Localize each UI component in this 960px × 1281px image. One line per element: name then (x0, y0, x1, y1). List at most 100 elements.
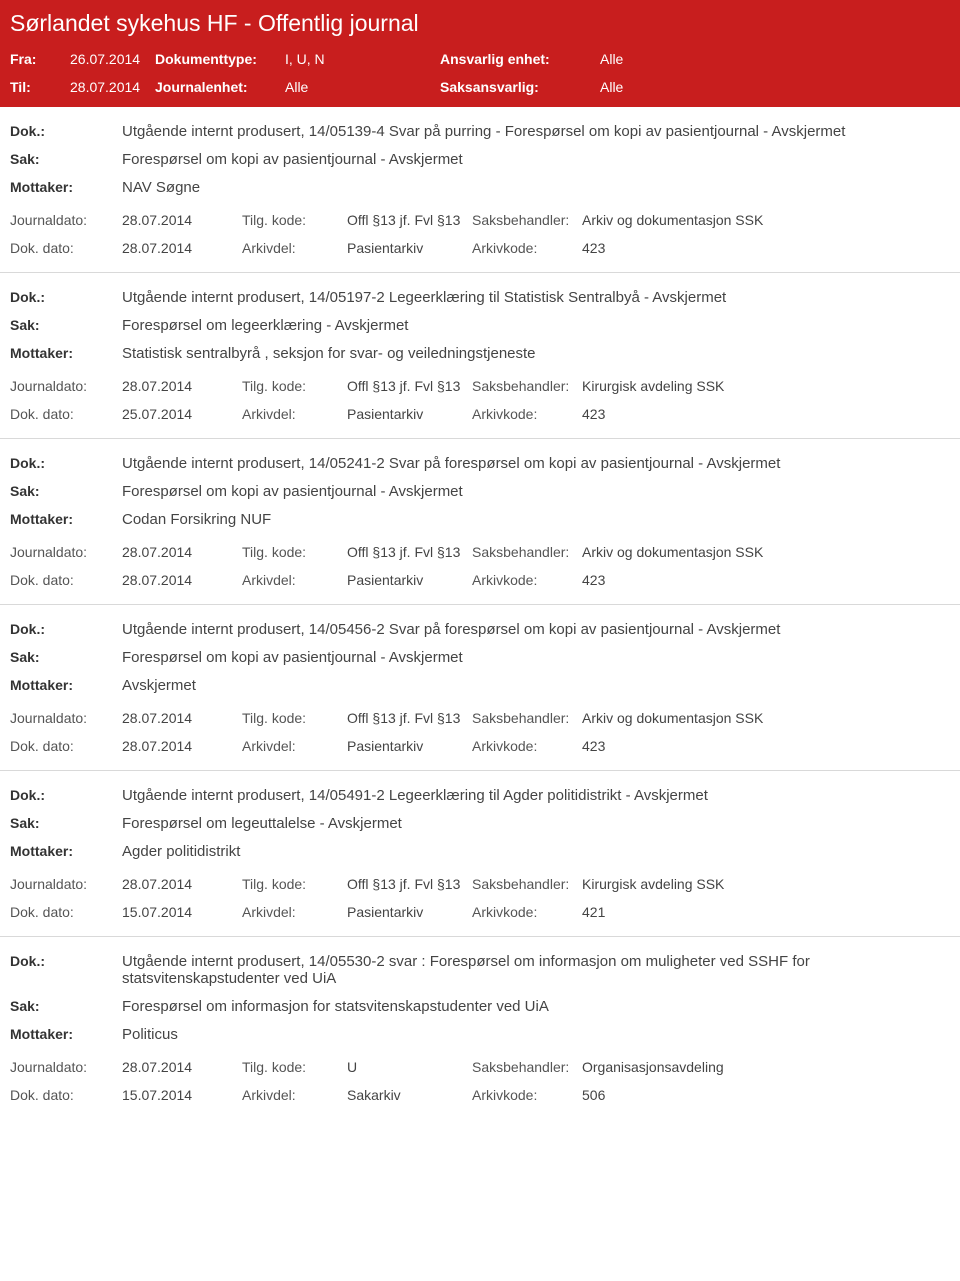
label-mottaker: Mottaker: (10, 345, 122, 362)
label-mottaker: Mottaker: (10, 843, 122, 860)
label-arkivdel: Arkivdel: (242, 572, 347, 588)
label-arkivkode: Arkivkode: (472, 904, 582, 920)
value-sak: Forespørsel om kopi av pasientjournal - … (122, 649, 950, 666)
value-arkivkode: 421 (582, 904, 950, 920)
value-arkivdel: Pasientarkiv (347, 738, 472, 754)
entry-info: Dok.: Utgående internt produsert, 14/054… (10, 621, 950, 694)
entry-meta: Journaldato: 28.07.2014 Tilg. kode: Offl… (10, 212, 950, 256)
label-dok: Dok.: (10, 455, 122, 472)
value-mottaker: Codan Forsikring NUF (122, 511, 950, 528)
label-dok: Dok.: (10, 953, 122, 987)
label-dok: Dok.: (10, 289, 122, 306)
label-mottaker: Mottaker: (10, 511, 122, 528)
label-journaldato: Journaldato: (10, 212, 122, 228)
label-til: Til: (10, 79, 70, 95)
value-tilgkode: Offl §13 jf. Fvl §13 (347, 710, 472, 726)
value-jenhet: Alle (285, 79, 440, 95)
value-tilgkode: U (347, 1059, 472, 1075)
value-arkivdel: Pasientarkiv (347, 406, 472, 422)
label-arkivkode: Arkivkode: (472, 572, 582, 588)
label-sak: Sak: (10, 317, 122, 334)
label-saksbehandler: Saksbehandler: (472, 378, 582, 394)
value-dok: Utgående internt produsert, 14/05530-2 s… (122, 953, 950, 987)
value-dokdato: 15.07.2014 (122, 904, 242, 920)
label-dok: Dok.: (10, 621, 122, 638)
value-journaldato: 28.07.2014 (122, 212, 242, 228)
label-saksbehandler: Saksbehandler: (472, 1059, 582, 1075)
value-arkivkode: 423 (582, 406, 950, 422)
value-tilgkode: Offl §13 jf. Fvl §13 (347, 378, 472, 394)
label-journaldato: Journaldato: (10, 544, 122, 560)
label-dokdato: Dok. dato: (10, 904, 122, 920)
value-journaldato: 28.07.2014 (122, 544, 242, 560)
label-tilgkode: Tilg. kode: (242, 544, 347, 560)
value-journaldato: 28.07.2014 (122, 710, 242, 726)
label-journaldato: Journaldato: (10, 710, 122, 726)
label-tilgkode: Tilg. kode: (242, 212, 347, 228)
header-meta-grid: Fra: 26.07.2014 Dokumenttype: I, U, N An… (10, 51, 950, 95)
entry-info: Dok.: Utgående internt produsert, 14/052… (10, 455, 950, 528)
entry-info: Dok.: Utgående internt produsert, 14/055… (10, 953, 950, 1043)
value-arkivkode: 423 (582, 572, 950, 588)
label-journaldato: Journaldato: (10, 876, 122, 892)
label-dokdato: Dok. dato: (10, 406, 122, 422)
value-dokdato: 28.07.2014 (122, 240, 242, 256)
label-mottaker: Mottaker: (10, 179, 122, 196)
entry-meta: Journaldato: 28.07.2014 Tilg. kode: U Sa… (10, 1059, 950, 1103)
value-arkivdel: Sakarkiv (347, 1087, 472, 1103)
value-sak: Forespørsel om informasjon for statsvite… (122, 998, 950, 1015)
entry-info: Dok.: Utgående internt produsert, 14/054… (10, 787, 950, 860)
value-saksbehandler: Kirurgisk avdeling SSK (582, 378, 950, 394)
entries-container: Dok.: Utgående internt produsert, 14/051… (0, 107, 960, 1119)
value-doktype: I, U, N (285, 51, 440, 67)
value-journaldato: 28.07.2014 (122, 876, 242, 892)
label-arkivdel: Arkivdel: (242, 406, 347, 422)
value-dok: Utgående internt produsert, 14/05197-2 L… (122, 289, 950, 306)
value-dok: Utgående internt produsert, 14/05139-4 S… (122, 123, 950, 140)
entry-meta: Journaldato: 28.07.2014 Tilg. kode: Offl… (10, 710, 950, 754)
label-saks: Saksansvarlig: (440, 79, 600, 95)
label-arkivdel: Arkivdel: (242, 240, 347, 256)
page-header: Sørlandet sykehus HF - Offentlig journal… (0, 0, 960, 107)
value-dokdato: 28.07.2014 (122, 738, 242, 754)
label-sak: Sak: (10, 151, 122, 168)
label-fra: Fra: (10, 51, 70, 67)
value-til: 28.07.2014 (70, 79, 155, 95)
label-sak: Sak: (10, 998, 122, 1015)
value-arkivkode: 506 (582, 1087, 950, 1103)
value-tilgkode: Offl §13 jf. Fvl §13 (347, 544, 472, 560)
value-saks: Alle (600, 79, 950, 95)
value-sak: Forespørsel om legeerklæring - Avskjerme… (122, 317, 950, 334)
entry-info: Dok.: Utgående internt produsert, 14/051… (10, 123, 950, 196)
value-arkivkode: 423 (582, 738, 950, 754)
value-dokdato: 15.07.2014 (122, 1087, 242, 1103)
label-dokdato: Dok. dato: (10, 240, 122, 256)
value-dok: Utgående internt produsert, 14/05456-2 S… (122, 621, 950, 638)
label-tilgkode: Tilg. kode: (242, 710, 347, 726)
label-arkivdel: Arkivdel: (242, 738, 347, 754)
value-journaldato: 28.07.2014 (122, 378, 242, 394)
journal-entry: Dok.: Utgående internt produsert, 14/051… (0, 107, 960, 273)
label-journaldato: Journaldato: (10, 1059, 122, 1075)
label-mottaker: Mottaker: (10, 1026, 122, 1043)
value-mottaker: NAV Søgne (122, 179, 950, 196)
label-saksbehandler: Saksbehandler: (472, 544, 582, 560)
value-sak: Forespørsel om legeuttalelse - Avskjerme… (122, 815, 950, 832)
label-dokdato: Dok. dato: (10, 572, 122, 588)
label-dokdato: Dok. dato: (10, 1087, 122, 1103)
label-tilgkode: Tilg. kode: (242, 876, 347, 892)
label-dokdato: Dok. dato: (10, 738, 122, 754)
entry-info: Dok.: Utgående internt produsert, 14/051… (10, 289, 950, 362)
label-saksbehandler: Saksbehandler: (472, 212, 582, 228)
value-sak: Forespørsel om kopi av pasientjournal - … (122, 151, 950, 168)
label-arkivkode: Arkivkode: (472, 240, 582, 256)
page-title: Sørlandet sykehus HF - Offentlig journal (10, 10, 950, 37)
value-sak: Forespørsel om kopi av pasientjournal - … (122, 483, 950, 500)
label-arkivdel: Arkivdel: (242, 904, 347, 920)
value-saksbehandler: Arkiv og dokumentasjon SSK (582, 544, 950, 560)
label-arkivkode: Arkivkode: (472, 406, 582, 422)
label-enhet: Ansvarlig enhet: (440, 51, 600, 67)
label-journaldato: Journaldato: (10, 378, 122, 394)
value-mottaker: Politicus (122, 1026, 950, 1043)
value-arkivdel: Pasientarkiv (347, 572, 472, 588)
